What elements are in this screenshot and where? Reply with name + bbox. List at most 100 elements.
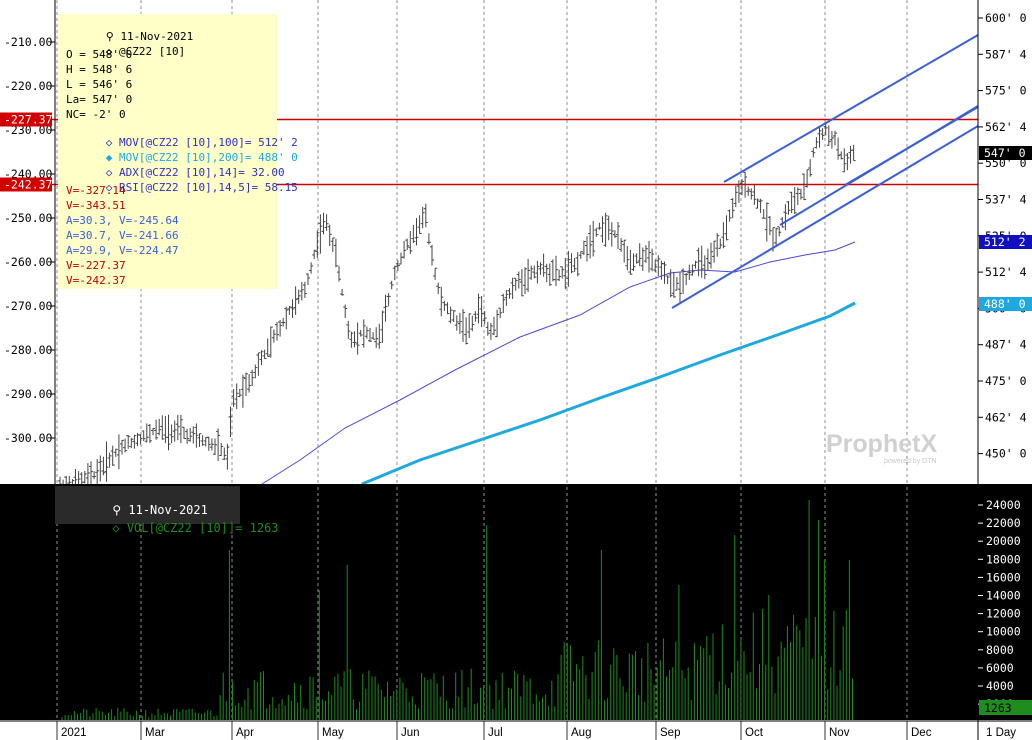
right-axis-label: 512' 4 xyxy=(985,265,1027,279)
x-axis: 2021 Mar Apr May Jun Jul Aug Sep Oct Nov Dec 1 Day xyxy=(56,721,1016,740)
info-low: L = 546' 6 xyxy=(66,78,133,91)
channel-line xyxy=(723,34,979,183)
info-v1: V=-327.14 xyxy=(66,184,126,197)
right-axis-label: 600' 0 xyxy=(985,11,1027,25)
volume-axis-label: 16000 xyxy=(986,570,1021,584)
volume-data-window[interactable]: ⚲ 11-Nov-2021 ◇ VOL[@CZ22 [10]]= 1263 xyxy=(55,486,279,535)
info-v3: V=-227.37 xyxy=(66,259,126,272)
left-axis-marker xyxy=(0,177,52,192)
right-axis-label: 450' 0 xyxy=(985,447,1027,461)
info-open: O = 548' 0 xyxy=(66,48,133,61)
info-adx: ◇ ADX[@CZ22 [10],14]= 32.00 xyxy=(66,153,285,192)
left-axis-label: -290.00 xyxy=(4,387,53,401)
diamond-icon: ◇ xyxy=(105,181,119,194)
info-mov100-text: MOV[@CZ22 [10],100]= 512' 2 xyxy=(119,136,298,149)
info-a2: A=30.7, V=-241.66 xyxy=(66,229,179,242)
x-axis-label: Dec xyxy=(911,727,932,739)
info-date: ⚲ 11-Nov-2021 xyxy=(66,17,194,56)
right-axis-label: 562' 4 xyxy=(985,120,1027,134)
info-symbol: ◇ @CZ22 [10] xyxy=(66,32,185,71)
x-axis-label: Aug xyxy=(571,727,591,739)
volume-info-label: ◇ VOL[@CZ22 [10]]= 1263 xyxy=(69,507,279,549)
x-axis-label: Sep xyxy=(660,727,680,739)
info-rsi: ◇ RSI[@CZ22 [10],14,5]= 58.15 xyxy=(66,168,298,207)
diamond-icon: ◇ xyxy=(112,521,127,535)
volume-axis-label: 6000 xyxy=(986,661,1014,675)
info-v4: V=-242.37 xyxy=(66,274,126,287)
x-axis-label: Jul xyxy=(488,727,503,739)
volume-axis-label: 20000 xyxy=(986,534,1021,548)
right-axis-label: 475' 0 xyxy=(985,374,1027,388)
volume-axis-label: 4000 xyxy=(986,679,1014,693)
right-axis-label: 437' 4 xyxy=(985,483,1027,497)
channel-line xyxy=(671,125,979,309)
right-axis-label: 425' 0 xyxy=(985,519,1027,533)
info-a1: A=30.3, V=-245.64 xyxy=(66,214,179,227)
left-axis-label: -220.00 xyxy=(4,79,53,93)
ma200-line xyxy=(361,301,856,486)
volume-axis-background xyxy=(978,486,1032,720)
left-axis-label: -300.00 xyxy=(4,431,53,445)
right-axis-label: 575' 0 xyxy=(985,84,1027,98)
ma100-line xyxy=(261,241,856,485)
ma100-polyline xyxy=(261,241,856,485)
left-axis-marker-label: -242.37 xyxy=(4,178,53,192)
logo-text: ProphetX xyxy=(826,430,937,458)
last-volume-label: 1263 xyxy=(984,701,1012,715)
prophetx-logo: ProphetX powered by DTN xyxy=(826,430,937,465)
left-axis-label: -250.00 xyxy=(4,211,53,225)
info-last: La= 547' 0 xyxy=(66,93,133,106)
ma200-marker xyxy=(979,297,1032,311)
right-axis-label: 487' 4 xyxy=(985,338,1027,352)
volume-info-date-text: 11-Nov-2021 xyxy=(128,503,208,517)
info-adx-text: ADX[@CZ22 [10],14]= 32.00 xyxy=(119,166,285,179)
info-v2: V=-343.51 xyxy=(66,199,126,212)
volume-info-label-text: VOL[@CZ22 [10]]= 1263 xyxy=(126,521,279,535)
magnifier-icon[interactable]: ⚲ xyxy=(112,503,129,517)
right-axis-label: 587' 4 xyxy=(985,47,1027,61)
data-window[interactable]: ⚲ 11-Nov-2021 ◇ @CZ22 [10] O = 548' 0 H … xyxy=(58,14,298,289)
diamond-icon: ◇ xyxy=(105,45,119,58)
right-axis-label: 537' 4 xyxy=(985,193,1027,207)
volume-info-date: ⚲ 11-Nov-2021 xyxy=(69,489,208,531)
right-axis-label: 462' 4 xyxy=(985,410,1027,424)
diamond-filled-icon: ◆ xyxy=(105,151,119,164)
left-axis-marker xyxy=(0,112,52,127)
volume-axis-label: 22000 xyxy=(986,516,1021,530)
left-axis-label: -280.00 xyxy=(4,343,53,357)
left-axis: -210.00-220.00-230.00-240.00-250.00-260.… xyxy=(0,35,55,445)
price-bars xyxy=(58,121,856,500)
volume-axis-label: 12000 xyxy=(986,607,1021,621)
x-axis-label: Nov xyxy=(829,727,850,739)
info-net-change: NC= -2' 0 xyxy=(66,108,126,121)
x-axis-label: May xyxy=(322,727,344,739)
trend-channel-lines[interactable] xyxy=(671,34,979,309)
info-mov100: ◇ MOV[@CZ22 [10],100]= 512' 2 xyxy=(66,123,298,162)
diamond-icon: ◇ xyxy=(105,166,119,179)
volume-axis-label: 10000 xyxy=(986,625,1021,639)
last-volume-marker xyxy=(979,700,1032,715)
left-axis-label: -270.00 xyxy=(4,299,53,313)
left-axis-label: -210.00 xyxy=(4,35,53,49)
info-mov200: ◆ MOV[@CZ22 [10],200]= 488' 0 xyxy=(66,138,298,177)
x-axis-label: Jun xyxy=(401,727,420,739)
magnifier-icon[interactable]: ⚲ xyxy=(105,30,121,43)
last-price-marker xyxy=(979,146,1032,160)
ma100-marker xyxy=(979,235,1032,249)
last-price-label: 547' 0 xyxy=(984,146,1026,160)
info-date-text: 11-Nov-2021 xyxy=(120,30,194,43)
ma100-label: 512' 2 xyxy=(984,235,1026,249)
x-axis-label: Mar xyxy=(145,727,165,739)
ma200-label: 488' 0 xyxy=(984,297,1026,311)
info-mov200-text: MOV[@CZ22 [10],200]= 488' 0 xyxy=(119,151,298,164)
info-high: H = 548' 6 xyxy=(66,63,133,76)
interval-label: 1 Day xyxy=(986,727,1016,739)
channel-line xyxy=(844,106,979,186)
volume-axis-label: 14000 xyxy=(986,589,1021,603)
logo-tagline: powered by DTN xyxy=(884,458,937,465)
volume-axis-label: 24000 xyxy=(986,498,1021,512)
info-a3: A=29.9, V=-224.47 xyxy=(66,244,179,257)
left-axis-label: -260.00 xyxy=(4,255,53,269)
